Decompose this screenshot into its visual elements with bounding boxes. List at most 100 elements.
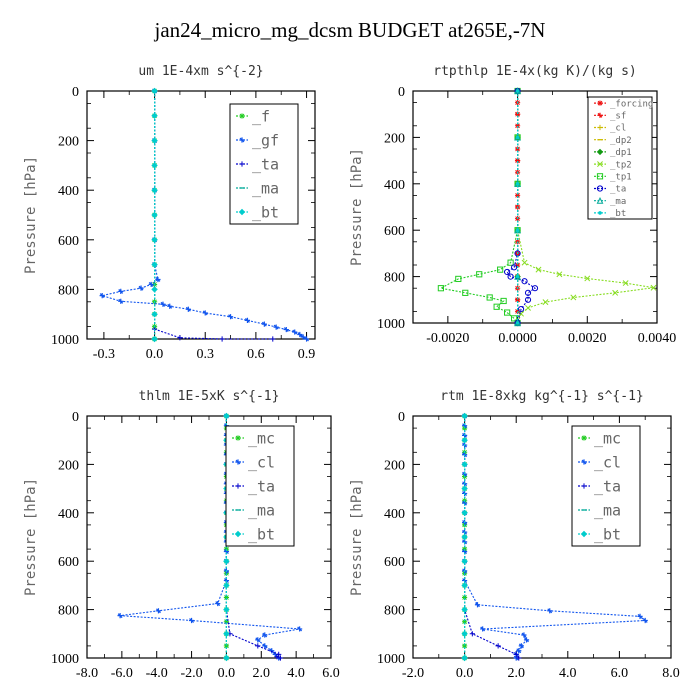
legend-marker xyxy=(581,483,587,489)
data-point xyxy=(455,275,462,283)
legend-label: _ma xyxy=(248,501,275,519)
y-axis-label: Pressure [hPa] xyxy=(349,148,365,266)
data-point xyxy=(521,632,527,638)
y-tick-label: 200 xyxy=(58,458,79,473)
data-point xyxy=(507,259,514,266)
y-tick-label: 400 xyxy=(384,507,405,522)
data-point xyxy=(297,331,303,338)
subplot-title: rtm 1E-8xkg kg^{-1} s^{-1} xyxy=(440,389,644,404)
x-tick-label: 6.0 xyxy=(322,666,340,681)
data-point xyxy=(99,293,105,299)
data-point xyxy=(262,643,268,649)
legend-label: _dp1 xyxy=(610,148,632,158)
plot-frame xyxy=(412,90,658,324)
data-point xyxy=(584,275,591,282)
data-point xyxy=(535,266,542,273)
legend-marker xyxy=(597,124,603,131)
data-point xyxy=(151,286,158,293)
data-point xyxy=(223,654,230,662)
series-bt xyxy=(461,412,468,662)
data-point xyxy=(151,87,158,95)
data-point xyxy=(515,321,520,325)
data-point xyxy=(493,303,500,310)
legend-label: _cl xyxy=(610,124,626,134)
data-point xyxy=(469,631,475,637)
legend: _mc _cl _ta _ma _bt xyxy=(225,425,295,547)
series-ta xyxy=(462,413,522,661)
y-tick-label: 1000 xyxy=(377,652,405,667)
x-tick-label: 0.0 xyxy=(456,666,474,681)
data-point xyxy=(255,637,261,643)
plot-frame xyxy=(86,90,316,340)
legend-label: _sf xyxy=(610,111,626,121)
data-point xyxy=(461,437,468,444)
data-point xyxy=(118,288,124,294)
legend-marker xyxy=(239,161,245,167)
data-point xyxy=(612,289,619,296)
x-tick-label: 2.0 xyxy=(253,666,271,681)
data-point xyxy=(531,285,539,292)
y-tick-label: 0 xyxy=(72,85,79,100)
x-tick-label: 4.0 xyxy=(287,666,305,681)
data-point xyxy=(155,276,161,283)
legend-label: _mc xyxy=(594,429,621,447)
x-tick-label: 0.0020 xyxy=(568,331,607,346)
legend-marker xyxy=(580,530,588,538)
data-point xyxy=(521,259,528,266)
data-point xyxy=(547,608,553,614)
data-point xyxy=(510,264,518,271)
y-axis-label: Pressure [hPa] xyxy=(23,156,39,274)
data-point xyxy=(188,617,195,624)
data-point xyxy=(274,654,280,660)
data-point xyxy=(292,329,298,335)
series-bt xyxy=(515,89,520,325)
data-point xyxy=(486,294,493,301)
data-point xyxy=(461,461,468,468)
y-tick-label: 800 xyxy=(384,604,405,619)
legend-marker xyxy=(596,173,604,180)
data-point xyxy=(476,271,483,278)
data-point xyxy=(283,326,289,333)
legend-label: _ta xyxy=(252,155,279,173)
y-axis-label: Pressure [hPa] xyxy=(349,478,365,596)
data-point xyxy=(510,315,518,322)
legend-label: _ta xyxy=(610,185,626,195)
y-tick-label: 1000 xyxy=(51,652,79,667)
data-point xyxy=(269,648,275,654)
data-point xyxy=(516,648,522,654)
data-point xyxy=(223,643,230,649)
data-point xyxy=(474,602,481,608)
y-tick-label: 600 xyxy=(58,555,79,570)
data-point xyxy=(167,303,173,309)
data-point xyxy=(277,655,284,661)
data-point xyxy=(151,162,158,169)
y-tick-label: 800 xyxy=(384,271,405,286)
data-point xyxy=(297,626,303,632)
data-point xyxy=(462,289,469,296)
data-point xyxy=(637,613,643,619)
legend-box xyxy=(587,96,653,220)
series-bt xyxy=(151,87,158,343)
legend-marker xyxy=(596,185,604,192)
chart-panel-1: um 1E-4xm s^{-2} Pressure [hPa] 0 200 400 600… xyxy=(23,64,316,362)
data-point xyxy=(461,582,468,589)
legend-label: _bt xyxy=(594,525,621,543)
series-line xyxy=(120,416,300,659)
legend-marker xyxy=(234,530,242,538)
chart-panel-2: rtpthlp 1E-4x(kg K)/(kg s) Pressure [hPa]… xyxy=(349,64,676,346)
data-point xyxy=(461,630,468,637)
legend: _mc _cl _ta _ma _bt xyxy=(571,425,641,547)
legend-marker xyxy=(235,435,241,441)
legend-box xyxy=(229,103,299,225)
x-tick-label: 0.0 xyxy=(146,347,164,362)
data-point xyxy=(177,335,183,341)
x-tick-label: 2.0 xyxy=(507,666,525,681)
data-point xyxy=(462,643,468,649)
data-point xyxy=(223,606,230,613)
legend-label: _ma xyxy=(594,501,621,519)
y-axis-label: Pressure [hPa] xyxy=(23,478,39,596)
series-ta xyxy=(504,87,539,327)
page-title: jan24_micro_mg_dcsm BUDGET at265E,-7N xyxy=(154,18,546,42)
data-point xyxy=(151,261,158,268)
data-point xyxy=(223,619,230,625)
